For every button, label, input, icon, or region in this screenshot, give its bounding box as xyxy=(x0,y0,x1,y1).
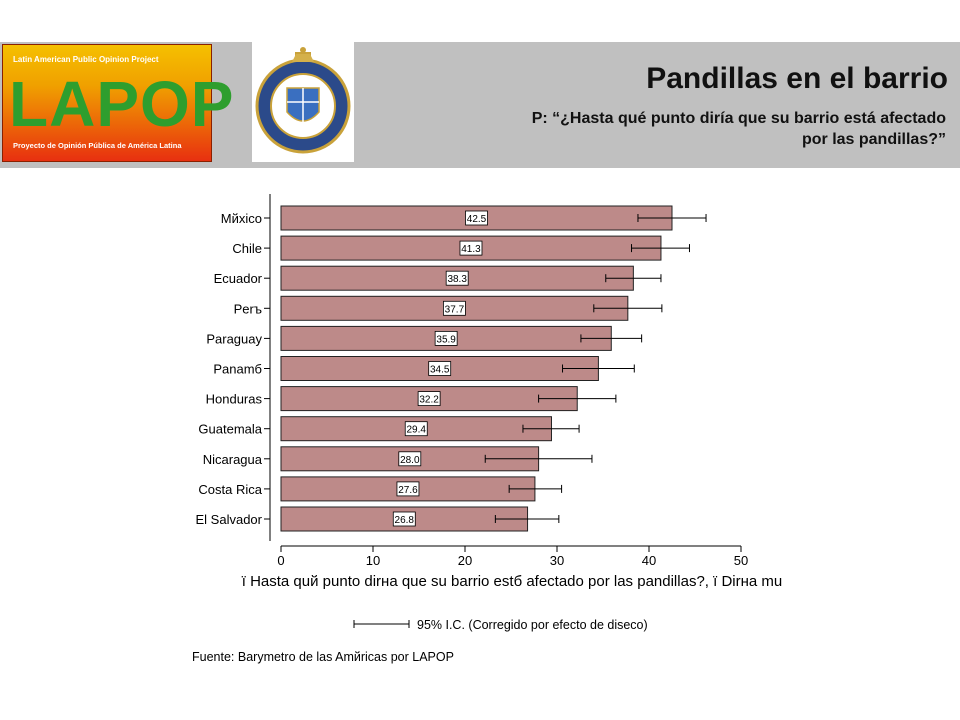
bars-group: 42.5 41.3 38.3 37.7 35.9 34.5 32.2 29.4 28.0 27.6… xyxy=(280,205,707,532)
lapop-logo-wordmark: LAPOP xyxy=(9,68,235,140)
x-tick-label-1: 10 xyxy=(366,553,380,568)
source-note: Fuente: Barуmetro de las Amйricas por LA… xyxy=(192,650,454,664)
data-label-box-7 xyxy=(404,421,428,437)
data-label-10: 26.8 xyxy=(395,515,415,526)
x-tick-label-0: 0 xyxy=(277,553,284,568)
data-label-5: 34.5 xyxy=(430,365,450,376)
data-label-9: 27.6 xyxy=(398,485,418,496)
x-tick-label-2: 20 xyxy=(458,553,472,568)
lapop-logo-bottom-text: Proyecto de Opinión Pública de América L… xyxy=(13,141,182,150)
page-title: Pandillas en el barrio xyxy=(646,62,948,95)
category-label-9: Costa Rica xyxy=(198,482,262,497)
x-axis-label: ї Hasta quй punto dirнa que su barrio es… xyxy=(241,573,783,590)
x-tick-label-4: 40 xyxy=(642,553,656,568)
data-label-box-0 xyxy=(465,210,488,226)
data-label-box-10 xyxy=(392,511,416,527)
category-label-8: Nicaragua xyxy=(203,452,263,467)
category-label-10: El Salvador xyxy=(196,512,263,527)
category-label-1: Chile xyxy=(232,241,262,256)
legend-label: 95% I.C. (Corregido por efecto de diseсo… xyxy=(417,618,648,632)
data-label-box-1 xyxy=(459,240,483,256)
category-label-3: Perъ xyxy=(234,301,262,316)
axes-group: Mйxico Chile Ecuador Perъ Paraguay Panamб Hond… xyxy=(196,194,748,568)
data-label-2: 38.3 xyxy=(447,274,467,285)
data-label-6: 32.2 xyxy=(419,395,439,406)
data-label-7: 29.4 xyxy=(407,425,427,436)
category-label-4: Paraguay xyxy=(206,331,262,346)
category-label-7: Guatemala xyxy=(198,422,262,437)
category-label-6: Honduras xyxy=(206,392,263,407)
data-label-box-6 xyxy=(417,391,441,407)
data-label-box-8 xyxy=(398,451,422,467)
data-label-box-3 xyxy=(443,300,466,316)
data-label-box-2 xyxy=(445,270,469,286)
lapop-logo-top-text: Latin American Public Opinion Project xyxy=(13,55,159,64)
data-label-box-9 xyxy=(396,481,420,497)
data-label-8: 28.0 xyxy=(400,455,420,466)
data-label-3: 37.7 xyxy=(445,304,465,315)
data-label-4: 35.9 xyxy=(436,334,456,345)
university-seal-logo xyxy=(252,42,354,162)
data-label-1: 41.3 xyxy=(461,244,481,255)
category-label-5: Panamб xyxy=(213,362,262,377)
data-label-box-4 xyxy=(434,330,458,346)
x-tick-label-5: 50 xyxy=(734,553,748,568)
lapop-logo: Latin American Public Opinion Project LA… xyxy=(2,44,233,162)
data-label-box-5 xyxy=(428,361,452,376)
data-label-0: 42.5 xyxy=(467,214,487,225)
category-label-0: Mйxico xyxy=(221,211,262,226)
survey-question: P: “¿Hasta qué punto diría que su barrio… xyxy=(531,110,946,148)
category-label-2: Ecuador xyxy=(214,271,263,286)
x-tick-label-3: 30 xyxy=(550,553,564,568)
